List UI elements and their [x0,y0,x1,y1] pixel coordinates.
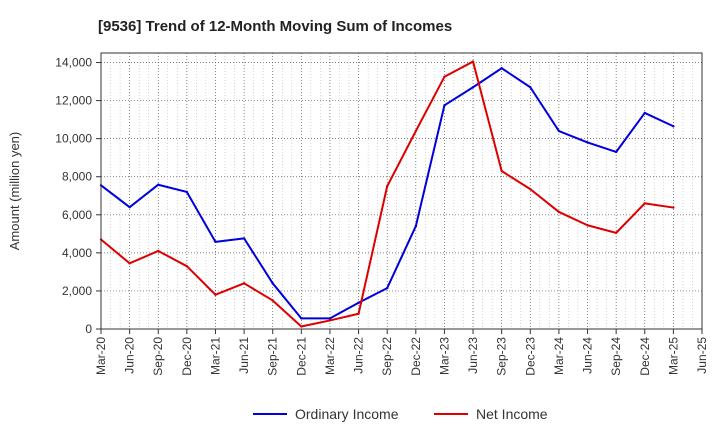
data-point [328,319,332,322]
x-tick-label: Jun-25 [695,337,709,374]
y-tick-label: 8,000 [62,170,92,184]
chart-title: [9536] Trend of 12-Month Moving Sum of I… [98,18,452,35]
data-point [529,86,532,89]
legend: Ordinary Income Net Income [253,406,548,422]
data-point [557,210,561,214]
data-point [643,111,646,115]
data-point [328,317,332,320]
data-point [500,169,503,173]
data-point [271,299,274,302]
x-tick-label: Dec-22 [409,337,423,376]
axes: 0 2,000 4,000 6,000 8,000 10,000 12,000 14,000 M… [55,52,709,376]
grid [100,53,703,330]
x-tick-label: Dec-24 [638,337,652,376]
y-tick-label: 14,000 [55,56,92,70]
data-point [557,129,561,133]
data-point [157,183,160,186]
data-point [529,187,532,191]
x-tick-label: Jun-24 [581,337,595,374]
y-tick-label: 10,000 [55,132,92,146]
y-axis-label: Amount (million yen) [7,132,22,251]
data-point [357,301,360,304]
x-tick-label: Sep-23 [495,337,509,376]
data-point [214,240,217,244]
data-point [300,325,303,328]
data-point [471,60,475,63]
plot-frame [100,52,703,330]
data-point [471,86,475,89]
data-point [271,282,274,285]
series-line-0 [100,67,674,320]
data-point [643,202,646,205]
data-point [185,264,189,268]
x-tick-label: Jun-20 [123,337,137,374]
data-point [185,190,189,194]
data-point [128,262,131,265]
data-point [443,75,446,78]
data-point [242,237,246,240]
data-point [586,224,589,227]
data-point [443,104,446,107]
x-tick-label: Mar-25 [666,337,680,375]
data-point [500,67,503,70]
data-point [242,282,246,285]
x-tick-label: Jun-21 [237,337,251,374]
y-tick-label: 0 [85,322,92,336]
legend-label: Net Income [476,406,548,422]
data-point [157,249,160,253]
x-tick-label: Sep-20 [151,337,165,376]
x-tick-label: Dec-20 [180,337,194,376]
x-tick-label: Sep-24 [609,337,623,376]
data-point [357,312,360,315]
data-point [614,231,618,235]
y-tick-label: 2,000 [62,284,92,298]
x-tick-label: Jun-22 [352,337,366,374]
data-point [672,206,675,209]
x-tick-label: Sep-21 [266,337,280,376]
y-tick-label: 12,000 [55,94,92,108]
x-tick-label: Mar-21 [208,337,222,375]
data-point [586,141,589,144]
data-point [214,293,217,296]
y-tick-label: 4,000 [62,246,92,260]
data-point [300,317,303,320]
data-point [614,150,618,154]
data-point [128,205,131,209]
x-tick-label: Mar-23 [437,337,451,375]
series-layer [99,60,675,328]
data-point [414,225,418,228]
data-point [672,125,675,128]
legend-label: Ordinary Income [295,406,399,422]
data-point [385,185,389,188]
y-tick-label: 6,000 [62,208,92,222]
x-tick-label: Mar-20 [94,337,108,375]
x-tick-label: Sep-22 [380,337,394,376]
x-tick-label: Mar-22 [323,337,337,375]
x-tick-label: Mar-24 [552,337,566,375]
data-point [385,286,389,290]
x-tick-label: Dec-21 [294,337,308,376]
x-tick-label: Jun-23 [466,337,480,374]
x-tick-label: Dec-23 [523,337,537,376]
data-point [414,129,418,133]
